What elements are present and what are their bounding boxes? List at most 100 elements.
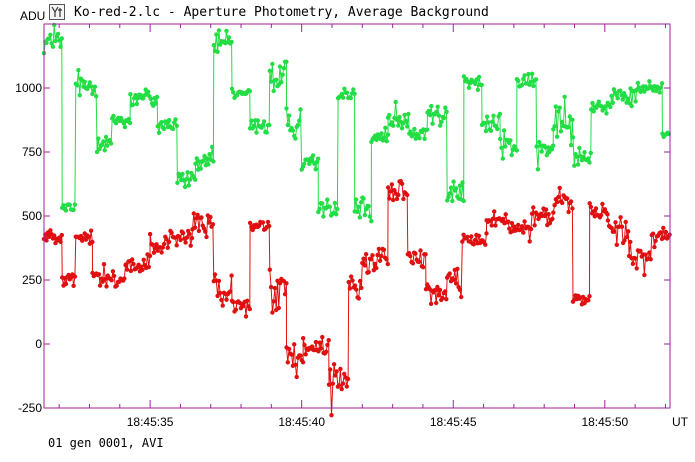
x-tick-label: 18:45:35	[127, 415, 174, 429]
data-point	[587, 294, 592, 299]
data-point	[156, 130, 162, 135]
data-point	[440, 295, 445, 301]
data-point	[434, 300, 439, 306]
data-point	[544, 153, 549, 158]
data-point	[534, 144, 539, 149]
data-point	[491, 113, 496, 119]
data-point	[618, 88, 623, 93]
data-point	[575, 162, 581, 167]
chart-title: Ko-red-2.lc - Aperture Photometry, Avera…	[74, 4, 489, 20]
data-point	[420, 265, 426, 270]
data-point	[147, 231, 153, 237]
data-point	[399, 181, 405, 186]
data-point	[204, 156, 210, 161]
data-point	[363, 252, 369, 257]
data-point	[251, 123, 257, 129]
data-point	[568, 142, 574, 148]
data-point	[447, 191, 452, 196]
data-point	[413, 251, 418, 256]
data-point	[310, 153, 316, 158]
data-point	[522, 219, 527, 224]
data-point	[342, 86, 347, 92]
data-point	[661, 225, 666, 231]
data-point	[434, 109, 439, 115]
data-point	[87, 80, 93, 85]
data-point	[274, 77, 279, 83]
data-point	[490, 119, 495, 125]
data-point	[500, 156, 505, 161]
data-point	[71, 283, 76, 288]
data-point	[657, 90, 662, 95]
y-tick-label: 1000	[15, 81, 42, 95]
data-point	[326, 382, 332, 387]
data-point	[141, 257, 146, 262]
data-point	[443, 105, 448, 110]
data-point	[229, 39, 234, 45]
data-point	[483, 128, 489, 134]
data-point	[558, 129, 564, 134]
data-point	[67, 202, 73, 208]
data-point	[91, 88, 96, 93]
data-point	[658, 230, 663, 235]
data-point	[572, 163, 577, 168]
data-point	[146, 264, 151, 270]
data-point	[436, 113, 442, 118]
data-point	[128, 92, 133, 97]
data-point	[58, 239, 63, 244]
data-point	[603, 104, 608, 109]
data-point	[495, 126, 500, 132]
data-point	[413, 136, 418, 141]
data-point	[212, 272, 218, 277]
data-point	[313, 339, 319, 345]
data-point	[247, 220, 253, 226]
data-point	[191, 211, 196, 216]
data-point	[519, 82, 525, 88]
data-point	[231, 90, 236, 95]
data-point	[457, 183, 463, 188]
data-point	[298, 107, 303, 112]
data-point	[303, 352, 308, 357]
data-point	[352, 91, 357, 97]
data-point	[281, 66, 287, 71]
data-point	[342, 371, 347, 377]
data-point	[482, 120, 487, 126]
data-point	[247, 88, 252, 94]
data-point	[455, 266, 460, 272]
data-point	[351, 87, 356, 92]
data-point	[327, 204, 332, 209]
data-point	[334, 212, 339, 217]
data-point	[593, 206, 599, 211]
data-point	[630, 261, 636, 266]
lightcurve-app-icon[interactable]	[48, 3, 66, 21]
data-point	[642, 89, 647, 94]
data-point	[383, 125, 388, 130]
data-point	[526, 71, 531, 77]
data-point	[609, 93, 614, 99]
data-point	[72, 202, 78, 207]
data-point	[52, 22, 57, 28]
data-point	[53, 38, 58, 44]
data-point	[588, 150, 593, 156]
data-point	[284, 59, 289, 64]
data-point	[83, 237, 89, 242]
data-point	[76, 68, 81, 73]
data-point	[384, 257, 389, 262]
data-point	[285, 122, 290, 128]
data-point	[96, 136, 101, 141]
data-point	[582, 150, 587, 155]
data-point	[605, 218, 611, 223]
data-point	[154, 242, 159, 247]
data-point	[44, 40, 49, 46]
data-point	[206, 220, 212, 225]
data-point	[186, 183, 191, 188]
data-point	[402, 112, 407, 118]
plot-frame	[43, 23, 671, 409]
data-point	[633, 99, 638, 104]
data-point	[460, 239, 465, 244]
data-point	[408, 253, 413, 259]
data-point	[187, 177, 193, 182]
series-layer	[41, 22, 672, 418]
data-point	[532, 223, 537, 228]
data-point	[92, 84, 98, 89]
